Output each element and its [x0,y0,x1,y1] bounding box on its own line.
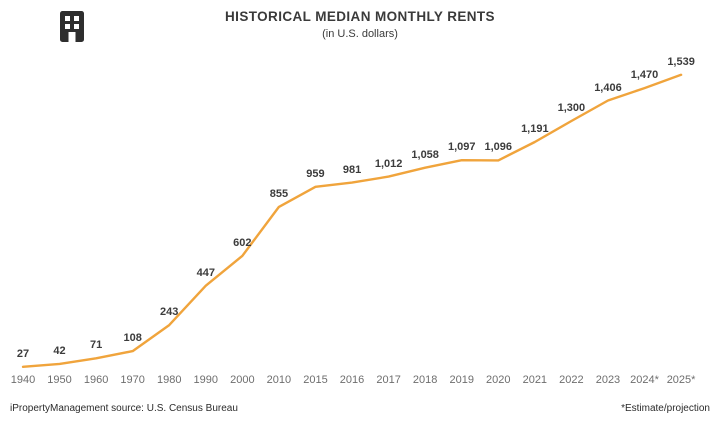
x-axis-tick-label: 2016 [339,374,365,386]
x-axis-tick-label: 1980 [156,374,182,386]
data-label: 855 [269,187,289,200]
data-label: 447 [196,266,215,279]
data-label: 959 [306,167,325,180]
x-axis-tick-label: 2000 [230,374,255,386]
data-label: 1,097 [447,141,476,154]
x-axis-tick-label: 2025* [666,374,696,386]
x-axis-tick-label: 2019 [449,374,474,386]
data-label: 108 [123,332,142,345]
x-axis-tick-label: 1940 [10,374,36,386]
x-axis-tick-label: 2023 [595,374,621,386]
data-label: 1,012 [374,157,403,170]
x-axis-tick-label: 2017 [376,374,401,386]
x-axis-tick-label: 1990 [193,374,219,386]
x-axis-tick-label: 1960 [83,374,109,386]
data-label: 71 [89,339,103,352]
data-label: 602 [233,236,252,249]
data-label: 42 [53,344,66,357]
data-label: 981 [342,163,362,176]
title-block: HISTORICAL MEDIAN MONTHLY RENTS (in U.S.… [0,8,720,41]
data-label: 243 [160,306,179,319]
building-icon [60,11,84,42]
x-axis-tick-label: 1950 [47,374,72,386]
page-subtitle: (in U.S. dollars) [322,28,398,40]
x-axis-tick-label: 2020 [486,374,511,386]
x-axis-tick-label: 1970 [120,374,145,386]
x-axis-tick-label: 2022 [559,374,584,386]
source-credit: iPropertyManagement source: U.S. Census … [10,403,238,414]
data-label: 1,191 [521,123,549,136]
x-axis-tick-label: 2021 [522,374,548,386]
x-axis-tick-label: 2018 [412,374,438,386]
data-label: 27 [16,347,30,360]
x-axis-tick-label: 2024* [630,374,659,386]
x-axis-tick-label: 2015 [303,374,328,386]
data-label: 1,539 [667,55,695,68]
estimate-note: *Estimate/projection [621,403,710,414]
page-title: HISTORICAL MEDIAN MONTHLY RENTS [225,9,495,24]
data-label: 1,058 [411,148,439,161]
data-label: 1,300 [557,101,586,114]
data-label: 1,096 [484,141,513,154]
data-label: 1,470 [630,69,659,82]
rent-line-series [21,73,683,368]
data-label: 1,406 [594,81,622,94]
x-axis-tick-label: 2010 [266,374,292,386]
